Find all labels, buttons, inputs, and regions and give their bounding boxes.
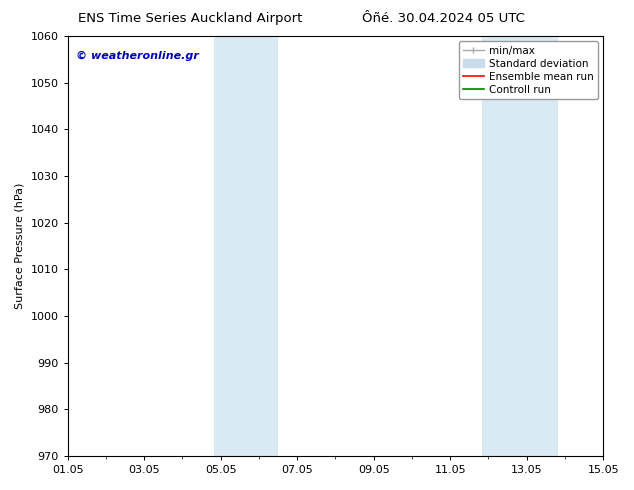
Text: ENS Time Series Auckland Airport: ENS Time Series Auckland Airport: [78, 12, 302, 25]
Bar: [214, 36, 278, 456]
Legend: min/max, Standard deviation, Ensemble mean run, Controll run: min/max, Standard deviation, Ensemble me…: [459, 41, 598, 99]
Bar: [482, 36, 559, 456]
Text: Ôñé. 30.04.2024 05 UTC: Ôñé. 30.04.2024 05 UTC: [363, 12, 525, 25]
Text: © weatheronline.gr: © weatheronline.gr: [75, 51, 198, 61]
Y-axis label: Surface Pressure (hPa): Surface Pressure (hPa): [15, 183, 25, 309]
